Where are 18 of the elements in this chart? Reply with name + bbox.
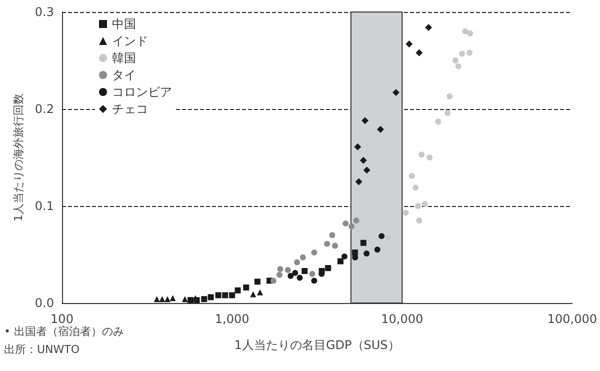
y-tick-label: 0.1 (34, 199, 54, 213)
y-tick-label: 0.0 (34, 296, 54, 310)
x-tick-label: 100,000 (547, 312, 597, 326)
x-tick-label: 10,000 (381, 312, 424, 326)
text: • 出国者（宿泊者）のみ (4, 325, 124, 338)
y-tick-label: 0.2 (34, 102, 54, 116)
legend-label: コロンビア (112, 85, 172, 99)
x-tick-label: 1,000 (214, 312, 250, 326)
y-tick-label: 0.3 (34, 5, 54, 19)
x-tick-label: 100 (50, 312, 74, 326)
x-axis-title: 1人当たりの名目GDP（SUS） (234, 338, 400, 352)
text: 出所：UNWTO (4, 343, 80, 356)
legend-label: タイ (112, 68, 136, 82)
legend-label: チェコ (112, 102, 148, 116)
legend-label: 中国 (112, 17, 136, 31)
legend-label: 韓国 (112, 51, 136, 65)
legend-label: インド (112, 34, 148, 48)
y-axis-title: 1人当たりの海外旅行回数 (12, 94, 26, 222)
